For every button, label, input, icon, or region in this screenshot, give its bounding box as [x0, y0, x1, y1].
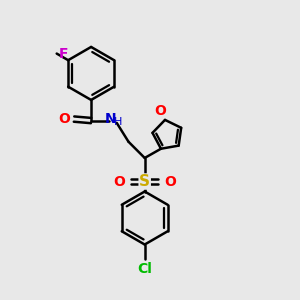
Text: S: S — [139, 174, 150, 189]
Text: Cl: Cl — [137, 262, 152, 276]
Text: O: O — [113, 175, 125, 188]
Text: H: H — [114, 117, 122, 127]
Text: F: F — [59, 46, 68, 61]
Text: O: O — [165, 175, 177, 188]
Text: O: O — [58, 112, 70, 126]
Text: N: N — [105, 112, 117, 126]
Text: O: O — [155, 103, 167, 118]
